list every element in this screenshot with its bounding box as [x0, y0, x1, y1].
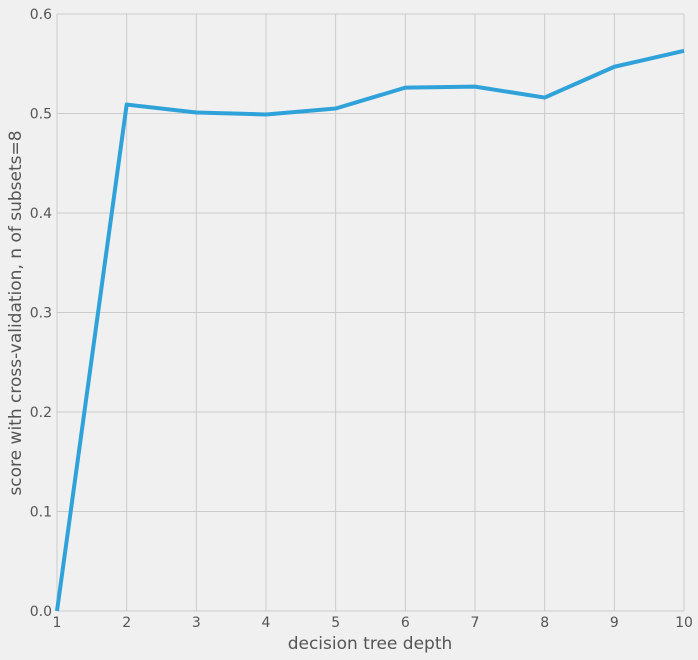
data-point	[334, 107, 338, 111]
y-tick-label: 0.6	[30, 7, 52, 23]
data-point	[125, 103, 129, 107]
y-tick-label: 0.0	[30, 604, 52, 620]
data-point	[473, 85, 477, 89]
y-tick-label: 0.4	[30, 206, 52, 222]
y-tick-label: 0.3	[30, 306, 52, 322]
data-point	[264, 112, 268, 116]
x-tick-label: 6	[401, 615, 410, 631]
x-tick-label: 3	[192, 615, 201, 631]
y-tick-label: 0.5	[30, 107, 52, 123]
y-tick-label: 0.2	[30, 405, 52, 421]
data-point	[194, 111, 198, 115]
y-tick-labels: 0.0 0.1 0.2 0.3 0.4 0.5 0.6	[30, 7, 52, 620]
data-point	[403, 86, 407, 90]
y-tick-label: 0.1	[30, 505, 52, 521]
x-tick-labels: 1 2 3 4 5 6 7 8 9 10	[53, 615, 693, 631]
x-tick-label: 4	[262, 615, 271, 631]
x-tick-label: 8	[540, 615, 549, 631]
y-axis-label: score with cross-validation, n of subset…	[6, 130, 26, 495]
data-point	[543, 96, 547, 100]
data-point	[612, 65, 616, 69]
x-tick-label: 5	[331, 615, 340, 631]
x-tick-label: 2	[122, 615, 131, 631]
x-tick-label: 7	[471, 615, 480, 631]
series-line	[55, 48, 685, 612]
data-point	[682, 49, 686, 53]
x-tick-label: 1	[53, 615, 62, 631]
data-point	[55, 609, 59, 613]
x-tick-label: 10	[675, 615, 693, 631]
series-layer	[55, 48, 686, 613]
x-axis-label: decision tree depth	[288, 634, 453, 654]
grid-lines	[56, 13, 685, 612]
x-tick-label: 9	[610, 615, 619, 631]
